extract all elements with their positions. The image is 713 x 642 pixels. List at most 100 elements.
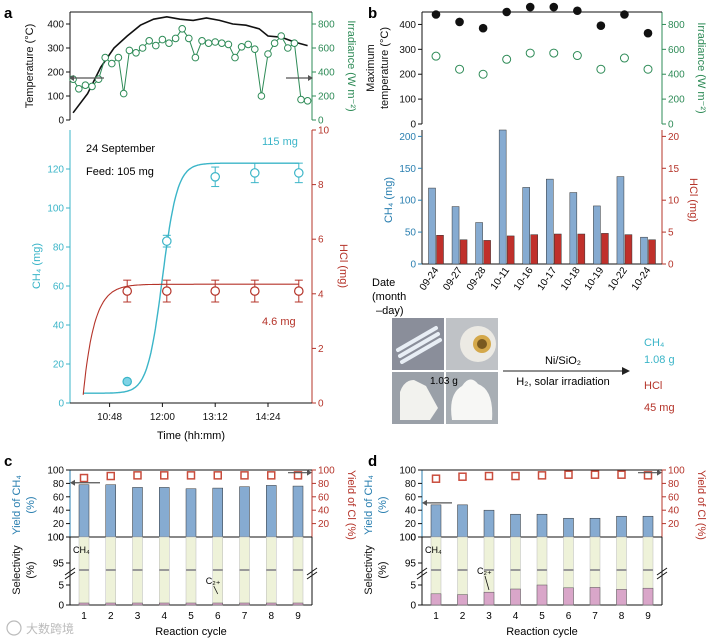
watermark-logo-icon [6,620,22,636]
plastic-photo-bottle [392,372,444,424]
c2-selectivity-bar [536,584,548,606]
d-cycle-tick-label: 4 [513,611,519,622]
b-top-y2-tick-label: 200 [668,95,685,106]
ch4-yield-bar [292,485,304,538]
c2-selectivity-bar [105,602,116,606]
b-date-tick-label: 09-28 [465,265,489,293]
c-sel-tick-label: 0 [58,601,64,612]
d-top-y-tick-label: 0 [410,533,416,544]
a-bot-y2-tick-label: 6 [318,235,324,246]
c-ylabel-unit: (%) [25,496,37,513]
ch4-yield-bar [430,504,442,538]
hcl-point [250,286,260,296]
b-xlabel-line2: (month [372,291,406,303]
b-date-tick-label: 09-24 [418,265,442,293]
b-date-tick-label: 09-27 [441,265,465,293]
cl-yield-marker [160,471,169,480]
panel-label-b: b [368,5,377,22]
ch4-yield-bar [159,487,170,538]
d-sel-tick-label: 100 [399,533,416,544]
irradiance-point [431,51,441,61]
b-date-tick-label: 10-24 [630,265,654,293]
panel-b-top-chart: 0 100 200 300 400 0 200 400 600 800 Maximum tempera… [365,2,707,131]
panel-label-a: a [4,5,13,22]
d-axis-break-left [416,567,428,576]
c-top-y-tick-label: 40 [53,506,65,517]
a-top-y-tick-label: 300 [47,44,64,55]
max-temperature-point [620,10,629,19]
b-bot-y2-tick-label: 10 [668,196,680,207]
cl-yield-marker [643,471,653,480]
c-axis-break-left [64,567,76,576]
d-top-y-tick-label: 40 [405,506,417,517]
d-top-y2-tick-label: 40 [668,506,680,517]
ch4-bar [593,205,601,265]
reaction-arrow-icon [622,367,630,375]
irradiance-point [94,75,103,83]
hcl-bar [554,233,562,265]
irradiance-point [204,39,213,48]
cl-yield-marker [79,473,89,483]
irradiance-point [244,40,252,49]
a-bot-y2label: HCl (mg) [337,244,349,288]
ch4-bar [428,187,436,265]
panel-a-bottom-chart: 0 20 40 60 80 100 120 0 2 4 6 8 10 10:48 12:00 13:12 14:… [31,126,349,443]
d-sel-ylabel-unit: (%) [377,561,389,578]
cl-yield-marker [537,471,547,480]
a-bot-x-tick-label: 10:48 [97,412,122,423]
ch4-yield-bar [536,513,548,538]
d-top-y-tick-label: 60 [405,492,417,503]
d-cycle-tick-label: 8 [619,611,625,622]
max-temperature-point [525,2,535,12]
cl-yield-marker [458,472,467,481]
cl-yield-marker [590,470,600,479]
cl-yield-marker [267,471,276,480]
max-temperature-point [502,7,511,17]
c-top-y-tick-label: 0 [58,533,64,544]
watermark-text: 大数跨境 [26,621,74,636]
irradiance-point [277,32,286,40]
plastic-photo-syringes [392,318,444,370]
d-ylabel-unit: (%) [377,496,389,513]
b-top-y-tick-label: 200 [399,70,416,81]
irradiance-point [257,92,266,100]
b-date-tick-label: 10-19 [583,265,607,293]
d-sel-tick-label: 5 [410,581,416,592]
a-bot-y-tick-label: 40 [53,321,65,332]
irradiance-point [211,38,219,46]
b-top-y-tick-label: 100 [399,95,416,106]
irradiance-point [158,35,167,44]
max-temperature-point [455,17,464,27]
irradiance-point [152,41,160,50]
hcl-point [210,286,220,296]
c-xlabel: Reaction cycle [155,626,227,638]
ch4-yield-bar [616,515,627,538]
a-top-y2-tick-label: 600 [318,44,335,55]
d-axis-break-left [416,571,428,580]
b-bot-y2label: HCl (mg) [687,178,699,222]
b-top-y2-tick-label: 600 [668,45,685,56]
irradiance-point [297,95,305,104]
ch4-bar [546,178,554,265]
irradiance-point [218,39,226,48]
b-bot-y-tick-label: 0 [410,260,416,271]
panel-label-d: d [368,453,377,470]
ch4-yield-bar [212,487,223,538]
b-top-y-tick-label: 300 [399,45,416,56]
ch4-yield-bar [510,513,521,538]
d-cycle-tick-label: 2 [460,611,466,622]
b-xlabel-line1: Date [372,277,395,289]
cl-yield-marker [133,471,142,480]
irradiance-point [231,53,239,62]
a-top-y2label: Irradiance (W m⁻²) [345,20,357,111]
irradiance-point [270,39,279,48]
b-top-y2-tick-label: 0 [668,120,674,131]
a-bot-title: 24 September [86,143,155,155]
c-top-y-tick-label: 20 [53,519,65,530]
irradiance-point [178,25,186,33]
a-bot-y-tick-label: 100 [47,204,64,215]
hcl-bar [577,233,586,265]
irradiance-point [165,39,173,48]
c2-selectivity-bar [185,602,197,606]
product1-mass: 1.08 g [644,354,675,366]
